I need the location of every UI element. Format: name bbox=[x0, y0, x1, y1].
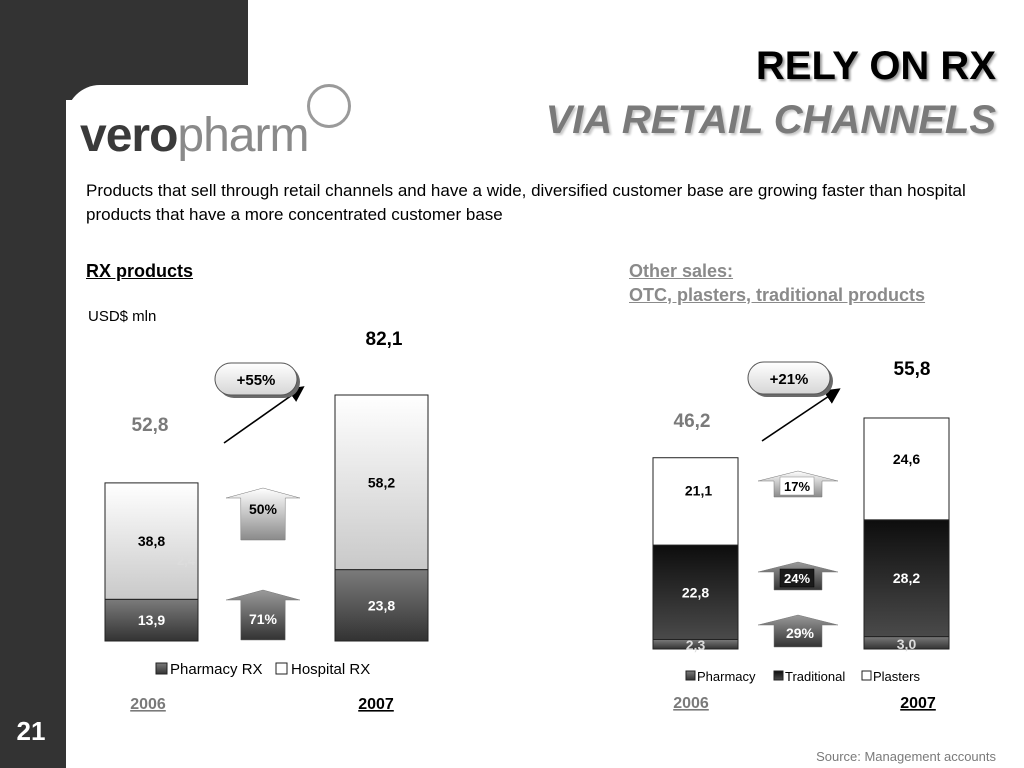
rx-hidden-label: 2,4 bbox=[177, 553, 196, 568]
company-logo: veropharm bbox=[80, 109, 309, 162]
rx-hospital-growth-arrow bbox=[225, 487, 301, 541]
other-growth-badge bbox=[747, 361, 831, 395]
right-heading-line-1: Other sales: bbox=[629, 261, 734, 281]
source-note: Source: Management accounts bbox=[816, 749, 996, 764]
intro-text: Products that sell through retail channe… bbox=[86, 181, 966, 224]
right-heading-line-2: OTC, plasters, traditional products bbox=[629, 285, 926, 305]
other-bar-label-2006-2: 21,1 bbox=[685, 483, 712, 499]
rx-total-2007: 82,1 bbox=[366, 329, 403, 350]
left-heading: RX products bbox=[86, 261, 194, 281]
rx-bar-2006-1 bbox=[104, 482, 199, 600]
other-pharmacy-growth-label: 29% bbox=[786, 625, 815, 641]
rx-year-2006: 2006 bbox=[130, 696, 166, 713]
other-bar-2007-2 bbox=[863, 417, 950, 521]
page-number: 21 bbox=[16, 716, 46, 746]
rx-legend-label-1: Hospital RX bbox=[291, 661, 370, 678]
header-band bbox=[0, 0, 248, 100]
other-bar-label-2006-0: 2,3 bbox=[686, 637, 706, 653]
rx-bar-label-2007-0: 23,8 bbox=[368, 597, 395, 613]
rx-bar-2006-0 bbox=[104, 598, 199, 642]
other-bar-label-2006-1: 22,8 bbox=[682, 584, 709, 600]
other-year-2006: 2006 bbox=[673, 695, 709, 712]
other-bar-2006-1 bbox=[652, 544, 739, 640]
other-legend-swatch-1 bbox=[773, 670, 784, 681]
other-traditional-growth-box bbox=[779, 568, 815, 588]
other-total-2007: 55,8 bbox=[894, 359, 931, 380]
rx-pharmacy-growth-label: 71% bbox=[249, 611, 278, 627]
other-bar-2007-1 bbox=[863, 519, 950, 638]
other-legend-swatch-2 bbox=[861, 670, 872, 681]
rx-pharmacy-growth-arrow bbox=[225, 589, 301, 641]
other-legend-label-1: Traditional bbox=[785, 669, 845, 684]
other-total-2006: 46,2 bbox=[674, 411, 711, 432]
rx-total-2006: 52,8 bbox=[132, 415, 169, 436]
rx-growth-badge bbox=[214, 362, 298, 396]
rx-legend-label-0: Pharmacy RX bbox=[170, 661, 263, 678]
rx-hospital-growth-label: 50% bbox=[249, 501, 278, 517]
rx-growth-badge-label: +55% bbox=[237, 372, 276, 389]
sidebar-band bbox=[0, 0, 66, 768]
other-bar-label-2007-2: 24,6 bbox=[893, 451, 920, 467]
logo-ring-icon bbox=[307, 84, 351, 128]
rx-year-2007: 2007 bbox=[358, 696, 394, 713]
other-legend-label-0: Pharmacy bbox=[697, 669, 756, 684]
rx-bar-2007-1 bbox=[334, 394, 429, 571]
other-plasters-growth-label: 17% bbox=[784, 479, 810, 494]
other-pharmacy-growth-arrow bbox=[757, 614, 839, 648]
other-growth-arrow bbox=[761, 388, 841, 442]
rx-legend-swatch-0 bbox=[155, 662, 168, 675]
other-year-2007: 2007 bbox=[900, 695, 936, 712]
other-legend-label-2: Plasters bbox=[873, 669, 920, 684]
other-plasters-growth-box bbox=[779, 476, 815, 496]
other-growth-badge-label: +21% bbox=[770, 371, 809, 388]
rx-legend-swatch-1 bbox=[275, 662, 288, 675]
other-traditional-growth-label: 24% bbox=[784, 571, 810, 586]
title-line-2: VIA RETAIL CHANNELS bbox=[545, 98, 996, 142]
other-bar-label-2007-0: 3,0 bbox=[897, 636, 917, 652]
other-bar-label-2007-1: 28,2 bbox=[893, 570, 920, 586]
rx-bar-label-2006-1: 38,8 bbox=[138, 533, 165, 549]
other-legend-swatch-0 bbox=[685, 670, 696, 681]
other-bar-2006-2 bbox=[652, 457, 739, 546]
rx-bar-label-2007-1: 58,2 bbox=[368, 474, 395, 490]
unit-label: USD$ mln bbox=[88, 308, 157, 325]
title-line-1: RELY ON RX bbox=[755, 44, 996, 88]
rx-bar-label-2006-0: 13,9 bbox=[138, 612, 165, 628]
